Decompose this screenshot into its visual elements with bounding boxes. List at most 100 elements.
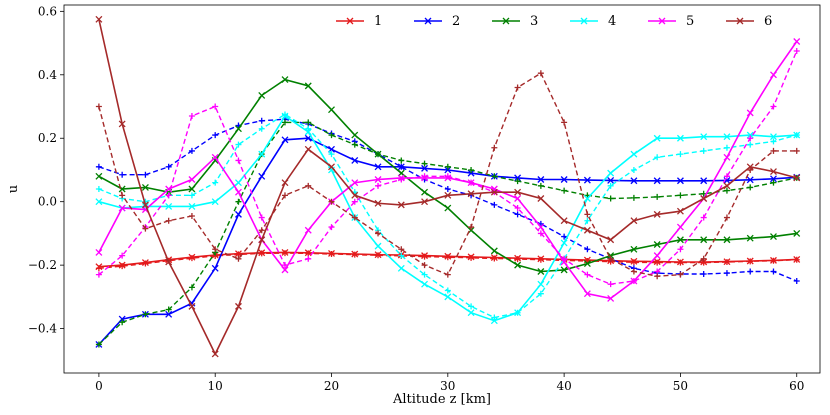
series-5-solid-point xyxy=(793,38,801,45)
series-1-solid-point xyxy=(467,253,475,261)
legend-marker-4 xyxy=(580,17,588,25)
series-3-dashed-point xyxy=(607,195,614,202)
series-5-solid-point xyxy=(537,223,545,231)
series-3-solid-point xyxy=(374,150,382,158)
series-5-solid-point xyxy=(746,109,754,117)
series-1-dashed-point xyxy=(444,254,451,261)
series-5-dashed-point xyxy=(328,224,335,231)
legend-label-4: 4 xyxy=(608,14,616,29)
series-6 xyxy=(95,15,801,358)
series-3-dashed-point xyxy=(188,284,195,291)
series-4-dashed-point xyxy=(328,151,335,158)
series-2-dashed-point xyxy=(258,117,265,124)
series-4-dashed-point xyxy=(95,186,102,192)
series-4-dashed-point xyxy=(305,125,312,132)
legend-label-1: 1 xyxy=(374,14,382,29)
legend-label-5: 5 xyxy=(686,14,694,29)
series-6-solid-point xyxy=(328,163,335,171)
series-4-solid-point xyxy=(514,309,522,317)
series-6-solid-point xyxy=(421,198,429,206)
series-6-dashed-point xyxy=(723,214,730,221)
series-6-solid-point xyxy=(374,199,382,207)
series-3-solid-point xyxy=(653,241,661,248)
series-3-solid-point xyxy=(281,76,289,84)
series-5-dashed-point xyxy=(677,246,684,253)
series-5-dashed-point xyxy=(607,281,614,288)
legend-marker-2 xyxy=(424,17,432,25)
series-6-dashed-point xyxy=(328,198,335,205)
series-3-dashed-point xyxy=(468,166,475,173)
x-axis-label: Altitude z [km] xyxy=(392,392,491,407)
series-6-solid-point xyxy=(211,350,219,358)
series-2-solid-point xyxy=(723,176,731,184)
series-6-dashed-point xyxy=(654,273,661,280)
series-5-solid-point xyxy=(467,179,475,187)
series-5-solid-point xyxy=(211,153,219,161)
series-3-solid-point xyxy=(583,260,591,268)
series-6-dashed-point xyxy=(212,246,219,253)
series-6-solid-point xyxy=(514,188,522,196)
series-5-dashed-point xyxy=(747,135,754,142)
series-5-dashed-point xyxy=(212,103,219,110)
legend-label-2: 2 xyxy=(452,14,460,29)
series-3-solid-point xyxy=(560,266,568,274)
y-tick-label: 0.0 xyxy=(38,195,57,209)
series-2-solid-point xyxy=(514,174,522,182)
series-1-dashed-point xyxy=(630,259,637,266)
series-5-dashed-point xyxy=(258,214,265,221)
series-5-solid-point xyxy=(165,185,173,193)
series-6-dashed-point xyxy=(421,262,428,269)
legend-marker-1 xyxy=(346,17,354,25)
series-2-dashed-point xyxy=(165,163,172,170)
series-1-dashed-point xyxy=(537,256,544,263)
series-6-solid-point xyxy=(630,217,638,225)
series-1-solid-point xyxy=(374,251,382,259)
series-2 xyxy=(95,116,801,348)
series-1-solid-point xyxy=(653,258,661,266)
series-2-solid-point xyxy=(211,264,219,272)
series-6-solid-point xyxy=(560,217,568,225)
series-3-solid-point xyxy=(793,229,801,237)
series-1-solid-point xyxy=(676,258,684,266)
series-6-solid-point xyxy=(95,15,103,23)
series-6-dashed-point xyxy=(747,166,754,173)
series-6-solid-point xyxy=(118,120,126,128)
series-4-dashed-point xyxy=(723,144,730,151)
series-5-solid-point xyxy=(607,294,615,302)
series-5-dashed-point xyxy=(351,198,358,205)
series-4-solid-point xyxy=(490,317,498,325)
series-1-dashed-point xyxy=(654,259,661,266)
series-4-solid-point xyxy=(95,198,103,206)
series-6-solid-point xyxy=(490,188,498,196)
series-2-solid-point xyxy=(351,156,359,164)
series-6-solid-point xyxy=(653,210,661,218)
series-6-solid-point xyxy=(165,258,173,266)
series-4-solid-point xyxy=(374,242,382,250)
series-2-solid-point xyxy=(700,177,708,185)
series-6-solid-point xyxy=(141,201,149,209)
series-2-dashed-point xyxy=(119,171,126,178)
series-6-dashed-point xyxy=(305,182,312,189)
series-3-solid-point xyxy=(514,261,522,269)
series-2-solid-point xyxy=(444,166,452,174)
series-3-solid-point xyxy=(723,236,731,244)
series-6-solid-point xyxy=(467,190,475,198)
series-3-solid-point xyxy=(351,131,359,139)
series-6-dashed-point xyxy=(375,230,382,237)
series-4-solid-point xyxy=(793,131,801,139)
series-5-solid-point xyxy=(397,174,405,182)
series-5-solid-point xyxy=(653,252,661,260)
legend: 1 2 3 4 5 6 xyxy=(336,14,772,29)
series-3-dashed-point xyxy=(561,187,568,194)
series-1-dashed-point xyxy=(468,254,475,261)
series-1-solid-point xyxy=(490,254,498,261)
series-6-solid-point xyxy=(700,195,708,202)
series-5-solid-point xyxy=(723,153,731,161)
series-4-dashed-point xyxy=(584,217,591,224)
series-6-solid-point xyxy=(676,207,684,215)
series-3-dashed-point xyxy=(305,119,312,126)
series-1-solid-point xyxy=(421,252,429,260)
series-5 xyxy=(95,38,801,302)
series-5-solid-point xyxy=(630,277,638,285)
series-5-solid-point xyxy=(583,290,591,298)
